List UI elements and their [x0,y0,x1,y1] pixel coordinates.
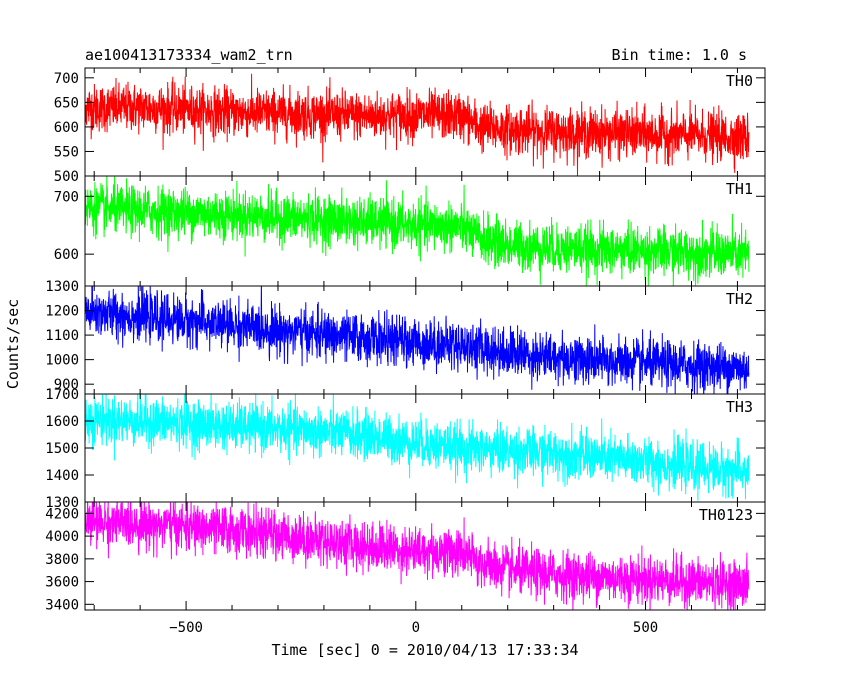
x-tick-label: 500 [633,620,658,636]
panel-th2: 900 1000 1100 1200 1300 TH2 [45,279,766,395]
y-tick-label: 550 [54,144,79,160]
series-label-th3: TH3 [726,398,753,416]
y-tick-label: 1700 [45,387,79,403]
y-tick-label: 1300 [45,279,79,295]
y-tick-label: 1100 [45,328,79,344]
series-label-th2: TH2 [726,290,753,308]
chart-title: ae100413173334_wam2_trn [85,46,293,64]
y-tick-label: 1400 [45,468,79,484]
series-line-th0 [85,73,750,176]
panel-th0123: 3400 3600 3800 4000 4200 TH0123 [45,501,766,613]
y-tick-label: 4000 [45,529,79,545]
y-tick-label: 600 [54,120,79,136]
y-tick-label: 600 [54,247,79,263]
x-tick-label: −500 [169,620,203,636]
series-line-th0123 [85,502,750,610]
y-tick-label: 700 [54,189,79,205]
y-tick-label: 500 [54,169,79,185]
y-tick-label: 1300 [45,495,79,511]
series-line-th3 [85,394,750,501]
panel-th3: 1300 1400 1500 1600 1700 TH3 [45,387,766,511]
y-tick-label: 1600 [45,414,79,430]
series-line-th2 [85,286,750,394]
y-tick-label: 1000 [45,353,79,369]
y-tick-label: 1500 [45,441,79,457]
panel-th0: 500 550 600 650 700 TH0 [54,67,766,185]
panels-group: 500 550 600 650 700 TH0 600 700 TH1 900 1000 1100 12… [45,67,766,636]
y-tick-label: 3600 [45,575,79,591]
y-tick-label: 1200 [45,304,79,320]
y-tick-label: 4200 [45,506,79,522]
series-label-th0: TH0 [726,72,753,90]
y-tick-label: 900 [54,377,79,393]
y-tick-label: 3800 [45,552,79,568]
y-tick-label: 650 [54,95,79,111]
y-tick-label: 3400 [45,597,79,613]
x-tick-label: 0 [412,620,420,636]
y-axis-title: Counts/sec [4,299,22,389]
x-axis-title: Time [sec] 0 = 2010/04/13 17:33:34 [271,641,578,659]
y-tick-label: 700 [54,71,79,87]
chart-subtitle: Bin time: 1.0 s [612,46,747,64]
series-label-th0123: TH0123 [699,506,753,524]
panel-th1: 600 700 TH1 [54,175,766,287]
series-line-th1 [85,176,750,286]
series-label-th1: TH1 [726,180,753,198]
panel-frame [84,501,766,611]
